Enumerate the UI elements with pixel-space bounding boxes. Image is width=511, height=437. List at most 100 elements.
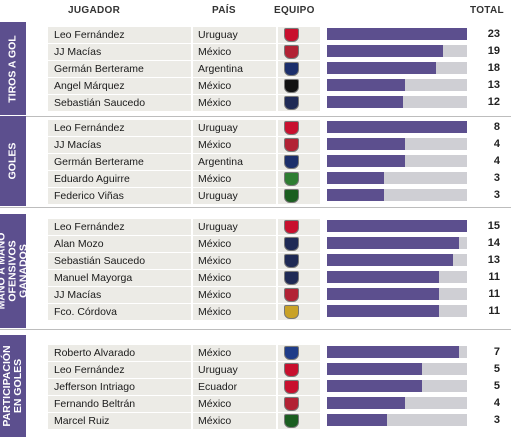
country-name: México (198, 398, 232, 410)
player-cell: Jefferson Intriago (48, 379, 191, 395)
table-row: Roberto Alvarado México 7 (0, 345, 511, 362)
total-value: 3 (493, 414, 500, 426)
country-cell: México (193, 236, 276, 252)
bar-fill (327, 288, 439, 300)
country-name: México (198, 306, 232, 318)
country-cell: Argentina (193, 61, 276, 77)
player-cell: Leo Fernández (48, 362, 191, 378)
player-cell: Eduardo Aguirre (48, 171, 191, 187)
bar-fill (327, 28, 467, 40)
player-cell: Sebastián Saucedo (48, 253, 191, 269)
country-cell: México (193, 95, 276, 111)
player-cell: Fco. Córdova (48, 304, 191, 320)
pumas-crest-icon (284, 237, 299, 251)
section-1: TIROS A GOL Leo Fernández Uruguay 23 JJ Mací… (0, 22, 511, 115)
table-row: Leo Fernández Uruguay 15 (0, 219, 511, 236)
total-value: 5 (493, 363, 500, 375)
country-name: Uruguay (198, 364, 238, 376)
player-cell: JJ Macías (48, 137, 191, 153)
bar-track (327, 45, 467, 57)
bar-track (327, 305, 467, 317)
player-cell: Alan Mozo (48, 236, 191, 252)
total-value: 11 (488, 271, 500, 283)
country-name: México (198, 272, 232, 284)
player-name: Roberto Alvarado (54, 347, 136, 359)
player-name: Germán Berterame (54, 63, 144, 75)
header-total: TOTAL (470, 5, 504, 16)
table-row: Federico Viñas Uruguay 3 (0, 188, 511, 205)
player-name: JJ Macías (54, 139, 102, 151)
america-crest-icon (284, 305, 299, 319)
bar-track (327, 79, 467, 91)
table-header: JUGADOR PAÍS EQUIPO TOTAL (0, 0, 511, 22)
bar-track (327, 397, 467, 409)
country-cell: Uruguay (193, 188, 276, 204)
bar-track (327, 363, 467, 375)
header-country: PAÍS (212, 5, 236, 16)
country-cell: México (193, 78, 276, 94)
bar-track (327, 28, 467, 40)
country-cell: México (193, 270, 276, 286)
section-2: GOLES Leo Fernández Uruguay 8 JJ Macías Méxic… (0, 116, 511, 206)
total-value: 11 (488, 288, 500, 300)
section-label-band: PARTICIPACIÓN EN GOLES (0, 335, 26, 437)
country-cell: México (193, 44, 276, 60)
table-row: Angel Márquez México 13 (0, 78, 511, 95)
total-value: 13 (487, 79, 500, 91)
total-value: 14 (487, 237, 500, 249)
bar-fill (327, 380, 422, 392)
country-name: Argentina (198, 63, 243, 75)
bar-fill (327, 62, 436, 74)
player-cell: Angel Márquez (48, 78, 191, 94)
player-name: Jefferson Intriago (54, 381, 135, 393)
section-4: PARTICIPACIÓN EN GOLES Roberto Alvarado Mé… (0, 335, 511, 437)
country-cell: Uruguay (193, 120, 276, 136)
bar-fill (327, 271, 439, 283)
cruz-azul-crest-icon (284, 346, 299, 360)
total-value: 23 (487, 28, 500, 40)
bar-fill (327, 414, 387, 426)
bar-track (327, 62, 467, 74)
player-cell: Leo Fernández (48, 219, 191, 235)
player-name: Eduardo Aguirre (54, 173, 130, 185)
bar-track (327, 254, 467, 266)
toluca-crest-icon (284, 363, 299, 377)
pumas-crest-icon (284, 271, 299, 285)
player-cell: JJ Macías (48, 44, 191, 60)
country-cell: Uruguay (193, 219, 276, 235)
monterrey-crest-icon (284, 155, 299, 169)
table-row: Fco. Córdova México 11 (0, 304, 511, 321)
player-cell: Leo Fernández (48, 27, 191, 43)
bar-fill (327, 121, 467, 133)
country-cell: México (193, 171, 276, 187)
player-cell: Manuel Mayorga (48, 270, 191, 286)
player-cell: Marcel Ruiz (48, 413, 191, 429)
total-value: 3 (493, 189, 500, 201)
bar-track (327, 172, 467, 184)
country-name: México (198, 97, 232, 109)
country-name: México (198, 80, 232, 92)
player-cell: Sebastián Saucedo (48, 95, 191, 111)
country-cell: Argentina (193, 154, 276, 170)
total-value: 8 (493, 121, 500, 133)
total-value: 12 (487, 96, 500, 108)
player-cell: Leo Fernández (48, 120, 191, 136)
leon-crest-icon (284, 189, 299, 203)
bar-fill (327, 79, 405, 91)
atlas-crest-icon (284, 79, 299, 93)
header-player: JUGADOR (68, 5, 121, 16)
toluca-crest-icon (284, 414, 299, 428)
player-cell: Germán Berterame (48, 154, 191, 170)
bar-track (327, 346, 467, 358)
table-row: Sebastián Saucedo México 13 (0, 253, 511, 270)
bar-fill (327, 254, 453, 266)
total-value: 13 (487, 254, 500, 266)
section-label-band: MANO A MANO OFENSIVOS GANADOS (0, 214, 30, 328)
country-name: México (198, 173, 232, 185)
player-name: JJ Macías (54, 289, 102, 301)
section-divider (0, 329, 511, 330)
bar-track (327, 189, 467, 201)
bar-fill (327, 172, 384, 184)
player-name: Leo Fernández (54, 221, 125, 233)
country-name: Uruguay (198, 29, 238, 41)
